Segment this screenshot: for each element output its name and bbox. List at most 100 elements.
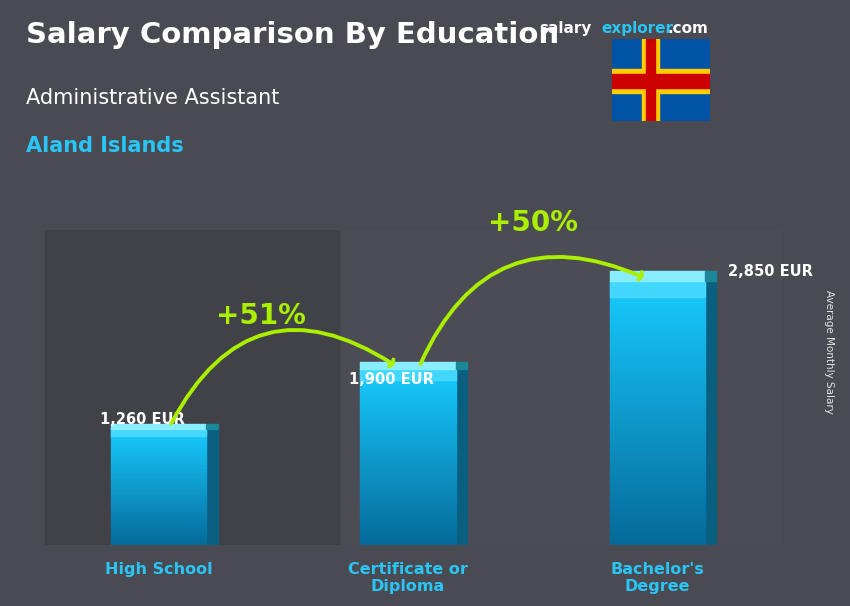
Bar [111,473,207,475]
Bar [111,444,207,446]
Bar [609,285,705,290]
Bar [360,404,456,407]
Bar [360,410,456,413]
Bar [207,428,218,545]
Bar [360,445,456,448]
Text: Salary Comparison By Education: Salary Comparison By Education [26,21,558,49]
Bar [360,369,456,372]
Bar [360,419,456,422]
Bar [360,362,456,369]
Bar [609,466,705,471]
Bar [360,531,456,534]
Text: salary: salary [540,21,592,36]
Bar [609,307,705,312]
Bar [111,477,207,479]
Bar [111,462,207,464]
Bar [111,479,207,481]
Bar [360,440,456,442]
Bar [111,531,207,534]
Bar [360,448,456,451]
Bar [111,489,207,491]
Bar [609,501,705,506]
Bar [360,516,456,519]
Bar [360,472,456,475]
Bar [111,493,207,494]
Bar [609,343,705,347]
Bar [609,382,705,387]
Bar [646,39,655,121]
Bar [111,464,207,465]
Bar [111,497,207,499]
Text: 1,260 EUR: 1,260 EUR [99,411,184,427]
Text: +50%: +50% [488,209,578,237]
Bar [360,466,456,469]
Bar [360,434,456,437]
Bar [609,279,705,297]
Bar [45,230,340,545]
Bar [609,479,705,484]
Bar [609,321,705,325]
Bar [111,448,207,450]
Bar [360,536,456,539]
Text: +51%: +51% [216,302,306,330]
Bar [360,493,456,496]
Bar [609,488,705,493]
Bar [360,498,456,501]
Bar [609,475,705,479]
Bar [360,454,456,458]
Text: .com: .com [667,21,708,36]
Bar [111,452,207,454]
Bar [609,330,705,334]
Bar [609,427,705,431]
Polygon shape [456,362,467,369]
Bar [111,446,207,448]
Bar [456,369,467,545]
Bar [609,413,705,418]
Bar [360,519,456,522]
Bar [612,75,710,88]
Bar [360,496,456,499]
Text: explorer: explorer [601,21,673,36]
Bar [360,402,456,405]
Bar [111,544,207,545]
Bar [111,458,207,460]
Bar [360,460,456,463]
Bar [609,519,705,524]
Bar [360,372,456,375]
Bar [111,530,207,532]
Bar [360,539,456,542]
Text: Aland Islands: Aland Islands [26,136,184,156]
Bar [111,502,207,505]
Bar [111,440,207,442]
Bar [111,501,207,502]
Bar [360,431,456,434]
Bar [609,497,705,501]
Bar [609,435,705,440]
Bar [360,368,456,380]
Bar [609,378,705,382]
Bar [609,325,705,330]
Bar [360,442,456,445]
Bar [609,418,705,422]
Bar [111,442,207,444]
Bar [609,295,705,299]
Bar [111,450,207,452]
Bar [609,365,705,369]
Bar [111,471,207,473]
Bar [609,510,705,514]
Bar [111,510,207,512]
Bar [609,338,705,343]
Bar [111,481,207,483]
Bar [111,433,207,435]
Bar [360,528,456,531]
Bar [360,504,456,507]
Bar [609,290,705,295]
Bar [609,361,705,365]
Bar [111,467,207,470]
Text: Administrative Assistant: Administrative Assistant [26,88,279,108]
Bar [111,475,207,478]
Bar [111,512,207,514]
Bar [111,435,207,436]
Bar [111,522,207,524]
Bar [609,373,705,378]
